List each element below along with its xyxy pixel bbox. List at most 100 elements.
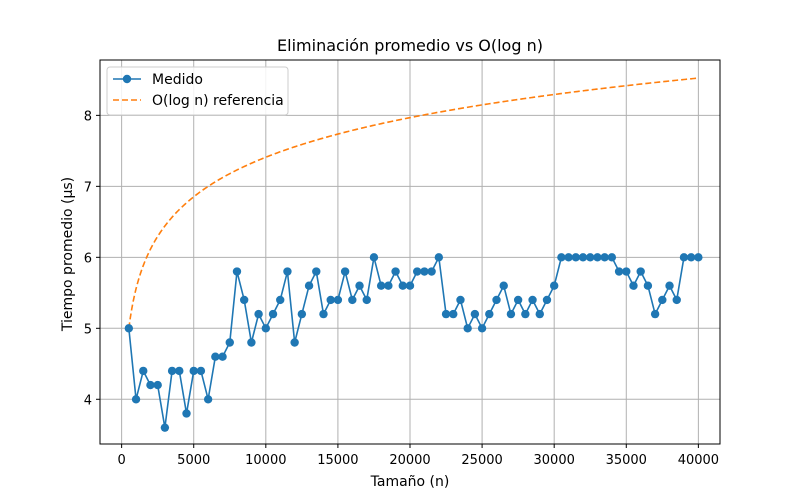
- measured-point: [578, 253, 588, 262]
- measured-point: [398, 281, 407, 290]
- measured-point: [506, 309, 516, 319]
- measured-point: [333, 295, 343, 305]
- measured-point: [405, 281, 415, 290]
- measured-point: [261, 324, 271, 333]
- measured-point: [427, 267, 436, 276]
- measured-point: [492, 295, 501, 305]
- measured-point: [528, 295, 537, 305]
- measured-point: [463, 324, 472, 333]
- measured-point: [254, 309, 263, 319]
- reference-line: [128, 77, 699, 329]
- x-tick-label: 40000: [678, 453, 719, 468]
- measured-point: [167, 366, 177, 376]
- measured-point: [175, 366, 184, 376]
- measured-point: [146, 380, 155, 390]
- measured-point: [139, 366, 148, 376]
- y-axis-title: Tiempo promedio (µs): [60, 177, 76, 332]
- y-tick-label: 4: [84, 393, 92, 408]
- measured-point: [650, 309, 660, 319]
- legend-measured-label: Medido: [152, 72, 203, 88]
- measured-point: [564, 253, 573, 262]
- measured-point: [369, 253, 379, 262]
- measured-point: [391, 267, 400, 276]
- measured-point: [499, 281, 508, 290]
- measured-point: [658, 295, 667, 305]
- legend-measured-marker: [122, 74, 132, 84]
- measured-point: [268, 309, 278, 319]
- measured-point: [665, 281, 674, 290]
- measured-point: [348, 295, 357, 305]
- measured-point: [636, 267, 645, 276]
- measured-point: [218, 352, 227, 361]
- x-tick-label: 15000: [317, 453, 358, 468]
- chart-title: Eliminación promedio vs O(log n): [277, 36, 543, 55]
- measured-point: [571, 253, 581, 262]
- measured-point: [513, 295, 523, 305]
- measured-point: [679, 253, 689, 262]
- measured-point: [340, 267, 350, 276]
- measured-point: [413, 267, 422, 276]
- x-tick-label: 30000: [534, 453, 575, 468]
- x-tick-label: 10000: [245, 453, 286, 468]
- measured-point: [225, 338, 234, 347]
- x-tick-label: 0: [117, 453, 125, 468]
- measured-point: [449, 309, 458, 319]
- y-tick-label: 6: [84, 251, 92, 266]
- measured-point: [477, 324, 487, 333]
- measured-point: [607, 253, 617, 262]
- measured-point: [694, 253, 703, 262]
- measured-point: [622, 267, 631, 276]
- measured-point: [290, 338, 299, 347]
- measured-point: [384, 281, 393, 290]
- measured-point: [614, 267, 624, 276]
- measured-point: [131, 395, 141, 404]
- legend: Medido O(log n) referencia: [106, 66, 289, 116]
- measured-point: [153, 380, 162, 390]
- measured-point: [456, 295, 465, 305]
- measured-point: [312, 267, 321, 276]
- measured-point: [355, 281, 364, 290]
- measured-point: [124, 324, 134, 333]
- measured-point: [535, 309, 544, 319]
- measured-point: [672, 295, 681, 305]
- measured-point: [542, 295, 552, 305]
- measured-point: [326, 295, 335, 305]
- measured-point: [239, 295, 249, 305]
- measured-point: [182, 409, 191, 418]
- measured-point: [629, 281, 638, 290]
- measured-point: [470, 309, 480, 319]
- measured-point: [557, 253, 566, 262]
- x-axis-title: Tamaño (n): [370, 474, 450, 490]
- measured-point: [485, 309, 494, 319]
- measured-point: [297, 309, 307, 319]
- y-tick-label: 5: [84, 322, 92, 337]
- measured-point: [362, 295, 371, 305]
- legend-box: [106, 66, 289, 116]
- x-tick-label: 5000: [177, 453, 210, 468]
- measured-point: [521, 309, 530, 319]
- measured-point: [160, 423, 170, 432]
- measured-point: [376, 281, 386, 290]
- measured-point: [319, 309, 328, 319]
- y-tick-label: 7: [84, 180, 92, 195]
- measured-point: [600, 253, 609, 262]
- measured-point: [203, 395, 213, 404]
- measured-point: [420, 267, 429, 276]
- y-tick-label: 8: [84, 109, 92, 124]
- measured-point: [247, 338, 256, 347]
- measured-point: [196, 366, 206, 376]
- measured-point: [686, 253, 696, 262]
- measured-point: [441, 309, 451, 319]
- measured-point: [283, 267, 292, 276]
- measured-point: [304, 281, 314, 290]
- measured-point: [593, 253, 602, 262]
- ticks: 0 5000 10000 15000 20000 25000 30000 35000 40000…: [84, 109, 719, 468]
- x-tick-label: 20000: [389, 453, 430, 468]
- series-layer: [124, 77, 703, 432]
- measured-point: [232, 267, 242, 276]
- x-tick-label: 35000: [606, 453, 647, 468]
- x-tick-label: 25000: [461, 453, 502, 468]
- legend-reference-label: O(log n) referencia: [152, 93, 284, 109]
- measured-point: [189, 366, 198, 376]
